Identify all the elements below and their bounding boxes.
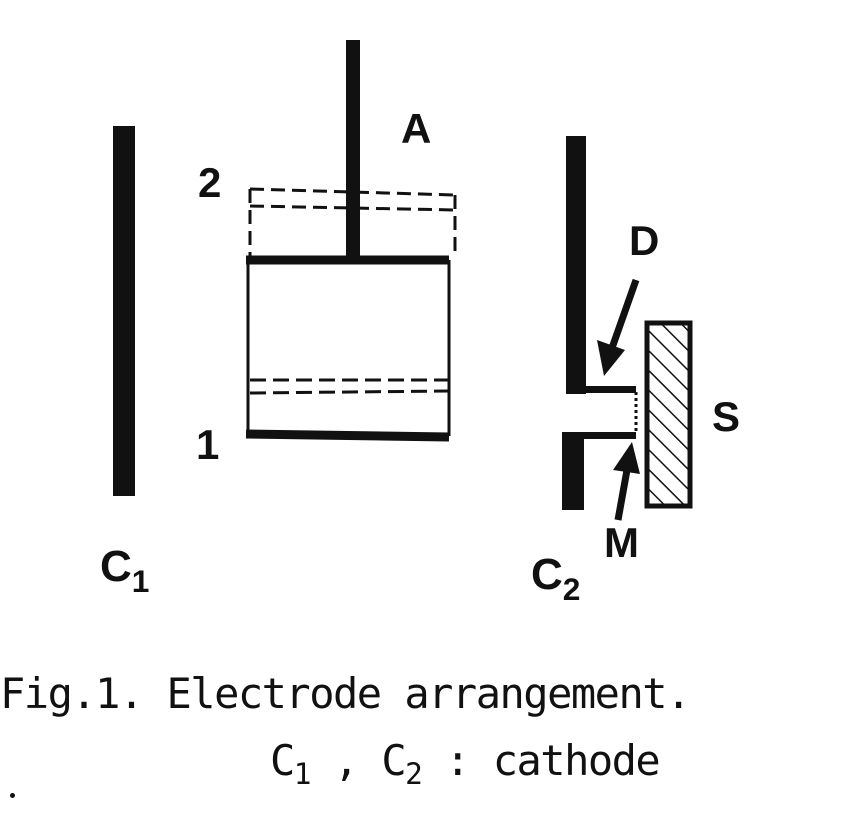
anode-position-2-outline: [248, 187, 457, 258]
caption-c1-subscript: 1: [293, 756, 312, 791]
anode-cylinder: [245, 255, 451, 442]
arrow-m: [613, 442, 640, 521]
label-d: D: [629, 217, 660, 264]
anode-position-1-outline: [249, 378, 450, 395]
label-s: S: [712, 393, 741, 440]
caption-c2-subscript: 2: [405, 756, 423, 791]
label-c2-letter: C: [531, 550, 563, 599]
label-c1-letter: C: [100, 542, 132, 591]
sample-s: [644, 320, 693, 509]
cathode-c1-plate: [113, 126, 135, 496]
caption-c2-letter: C: [381, 736, 406, 785]
caption-c1-letter: C: [270, 736, 295, 785]
label-m: M: [604, 519, 639, 566]
cathode-c2-plate: [562, 136, 636, 510]
label-c2-subscript: 2: [562, 571, 581, 608]
arrow-d: [597, 278, 640, 376]
caption-cathode-text: : cathode: [421, 736, 661, 785]
label-c1-subscript: 1: [131, 563, 150, 600]
label-cathode-c2: C2: [531, 553, 580, 606]
label-position-1: 1: [196, 421, 220, 468]
caption-line-1: Fig.1. Electrode arrangement.: [0, 669, 691, 718]
anode-rod: [346, 40, 360, 260]
label-cathode-c1: C1: [100, 545, 149, 598]
caption-line-2: C1 , C2 : cathode: [270, 740, 661, 791]
label-position-2: 2: [198, 159, 222, 206]
label-anode-a: A: [401, 105, 432, 152]
stray-dot: [10, 793, 15, 798]
caption-separator: ,: [310, 736, 382, 785]
